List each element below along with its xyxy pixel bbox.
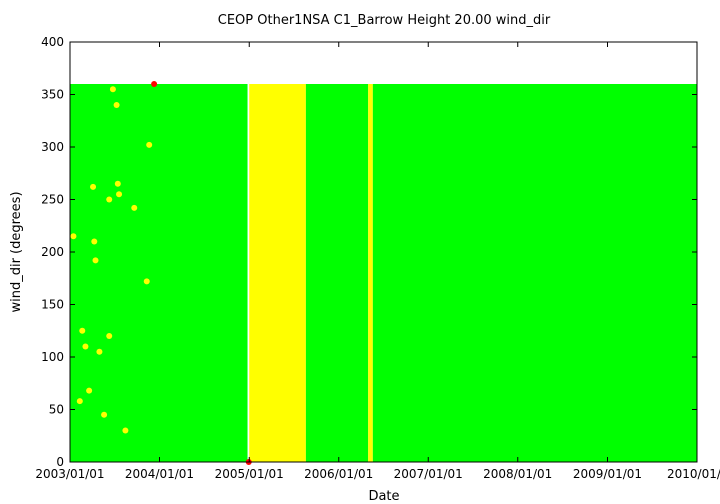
data-point (79, 327, 86, 334)
data-point (151, 81, 158, 87)
y-tick-label: 50 (49, 403, 64, 417)
data-point (116, 191, 123, 198)
data-point (90, 183, 97, 190)
data-point (143, 278, 150, 285)
y-tick-label: 200 (41, 245, 64, 259)
x-tick-label: 2004/01/01 (125, 467, 194, 481)
x-tick-label: 2009/01/01 (573, 467, 642, 481)
data-point (106, 196, 113, 203)
y-tick-label: 300 (41, 140, 64, 154)
y-tick-label: 0 (56, 455, 64, 469)
data-point (70, 233, 77, 240)
data-point (101, 411, 108, 418)
data-point (106, 333, 113, 339)
data-point (92, 257, 99, 264)
data-band (249, 84, 306, 462)
y-tick-label: 150 (41, 298, 64, 312)
x-tick-label: 2010/01/01 (667, 467, 720, 481)
data-band (305, 84, 369, 462)
data-band (368, 84, 373, 462)
data-band (70, 84, 248, 462)
data-point (109, 86, 116, 93)
data-point (113, 102, 120, 108)
data-point (146, 141, 153, 148)
data-band (372, 84, 697, 462)
y-tick-label: 100 (41, 350, 64, 364)
x-tick-label: 2006/01/01 (304, 467, 373, 481)
chart-title: CEOP Other1NSA C1_Barrow Height 20.00 wi… (218, 13, 551, 28)
data-point (76, 398, 83, 405)
x-tick-label: 2008/01/01 (483, 467, 552, 481)
x-axis-label: Date (368, 489, 399, 504)
data-point (96, 348, 103, 355)
x-tick-label: 2007/01/01 (394, 467, 463, 481)
x-tick-label: 2005/01/01 (215, 467, 284, 481)
data-point (114, 180, 121, 187)
y-tick-label: 400 (41, 35, 64, 49)
data-point (91, 238, 98, 245)
y-tick-label: 250 (41, 193, 64, 207)
data-point (86, 387, 93, 394)
x-tick-label: 2003/01/01 (35, 467, 104, 481)
data-point (131, 204, 138, 211)
data-point (82, 343, 89, 350)
y-axis-label: wind_dir (degrees) (9, 191, 24, 312)
y-tick-label: 350 (41, 88, 64, 102)
data-point (122, 427, 129, 434)
